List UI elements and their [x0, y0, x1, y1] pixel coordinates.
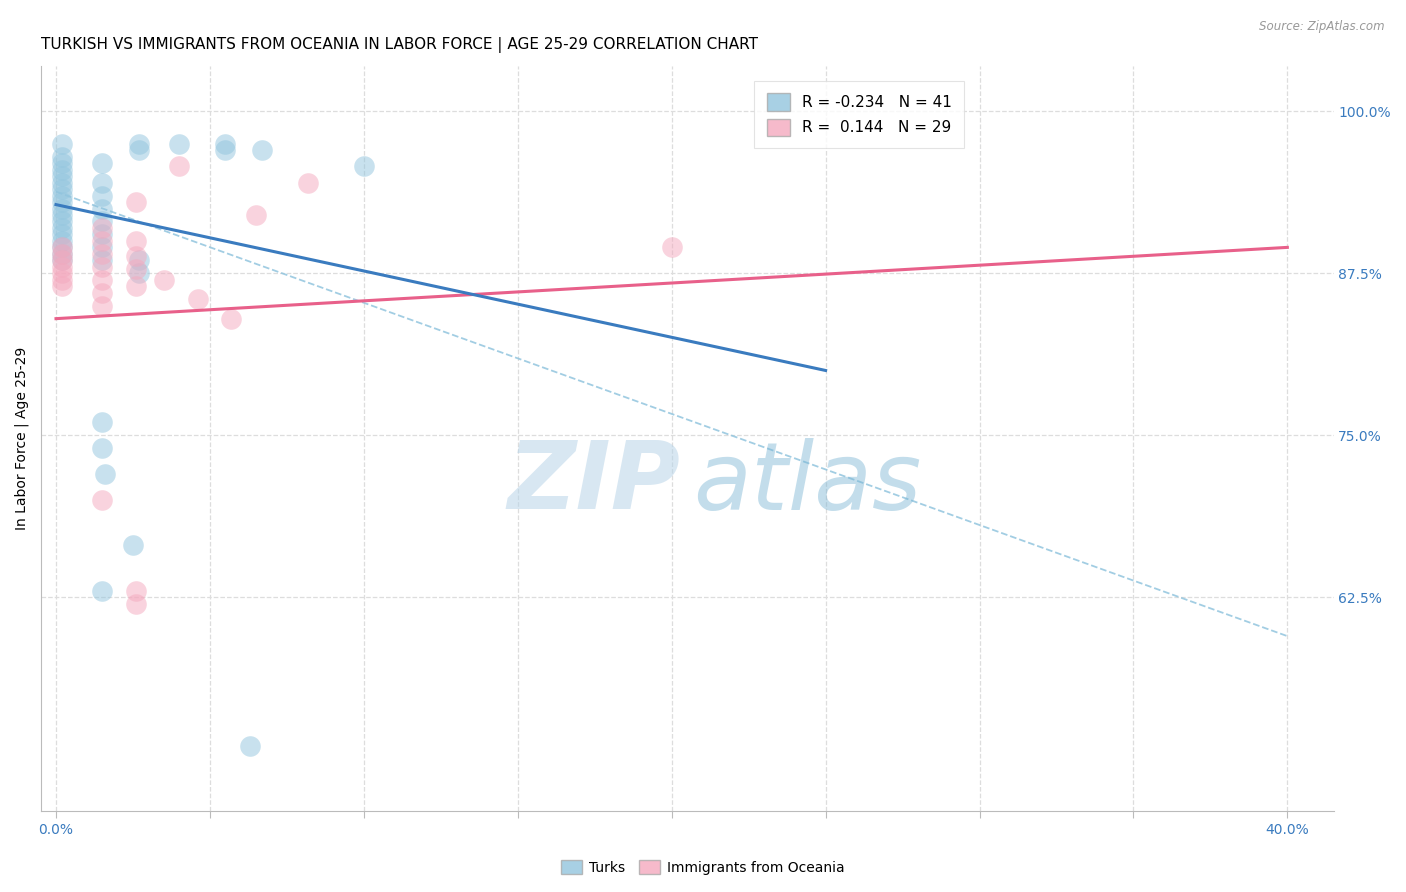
Point: [239, 739, 262, 754]
Point: [122, 538, 145, 552]
Point: [245, 208, 267, 222]
Point: [91, 415, 114, 429]
Point: [91, 493, 114, 508]
Point: [91, 240, 114, 254]
Point: [51, 214, 73, 228]
Point: [91, 273, 114, 287]
Point: [214, 143, 236, 157]
Point: [187, 292, 209, 306]
Point: [94, 467, 117, 482]
Point: [51, 188, 73, 202]
Point: [51, 227, 73, 242]
Point: [51, 240, 73, 254]
Point: [51, 234, 73, 248]
Point: [51, 240, 73, 254]
Point: [128, 253, 150, 268]
Y-axis label: In Labor Force | Age 25-29: In Labor Force | Age 25-29: [15, 347, 30, 530]
Point: [51, 253, 73, 268]
Point: [252, 143, 274, 157]
Point: [51, 176, 73, 190]
Point: [128, 266, 150, 280]
Point: [125, 583, 148, 598]
Point: [91, 221, 114, 235]
Point: [51, 169, 73, 183]
Point: [51, 194, 73, 209]
Point: [91, 583, 114, 598]
Point: [51, 247, 73, 261]
Point: [661, 240, 683, 254]
Text: atlas: atlas: [693, 438, 922, 529]
Point: [125, 597, 148, 611]
Point: [51, 136, 73, 151]
Point: [128, 143, 150, 157]
Point: [152, 273, 174, 287]
Point: [51, 273, 73, 287]
Point: [51, 253, 73, 268]
Point: [51, 266, 73, 280]
Point: [91, 285, 114, 300]
Point: [297, 176, 319, 190]
Text: ZIP: ZIP: [508, 437, 681, 529]
Point: [125, 249, 148, 263]
Point: [167, 159, 190, 173]
Point: [91, 202, 114, 216]
Point: [51, 260, 73, 274]
Point: [128, 136, 150, 151]
Point: [167, 136, 190, 151]
Point: [125, 234, 148, 248]
Point: [91, 227, 114, 242]
Point: [91, 214, 114, 228]
Point: [51, 162, 73, 177]
Point: [91, 260, 114, 274]
Point: [125, 279, 148, 293]
Point: [353, 159, 375, 173]
Point: [51, 182, 73, 196]
Point: [221, 311, 243, 326]
Point: [51, 156, 73, 170]
Point: [125, 262, 148, 277]
Point: [125, 194, 148, 209]
Point: [51, 247, 73, 261]
Point: [91, 247, 114, 261]
Point: [91, 176, 114, 190]
Point: [91, 299, 114, 313]
Legend: R = -0.234   N = 41, R =  0.144   N = 29: R = -0.234 N = 41, R = 0.144 N = 29: [755, 81, 965, 148]
Point: [51, 279, 73, 293]
Point: [51, 208, 73, 222]
Point: [51, 202, 73, 216]
Point: [51, 221, 73, 235]
Text: TURKISH VS IMMIGRANTS FROM OCEANIA IN LABOR FORCE | AGE 25-29 CORRELATION CHART: TURKISH VS IMMIGRANTS FROM OCEANIA IN LA…: [41, 37, 758, 54]
Point: [51, 150, 73, 164]
Text: Source: ZipAtlas.com: Source: ZipAtlas.com: [1260, 20, 1385, 33]
Legend: Turks, Immigrants from Oceania: Turks, Immigrants from Oceania: [555, 855, 851, 880]
Point: [91, 234, 114, 248]
Point: [91, 156, 114, 170]
Point: [91, 188, 114, 202]
Point: [91, 253, 114, 268]
Point: [91, 441, 114, 455]
Point: [214, 136, 236, 151]
